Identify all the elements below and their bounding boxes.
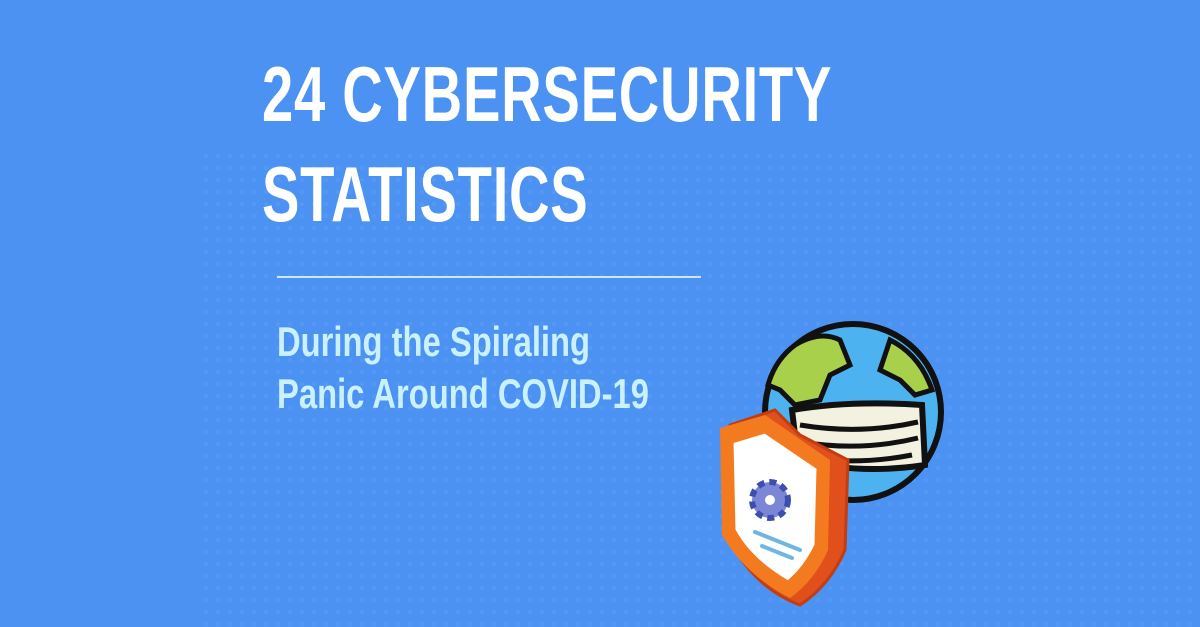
subtitle: During the Spiraling Panic Around COVID-… bbox=[277, 316, 649, 420]
dotted-background-pattern bbox=[200, 150, 1200, 627]
illustration bbox=[720, 321, 944, 607]
page-title: 24 CYBERSECURITY STATISTICS bbox=[262, 44, 832, 244]
subtitle-line-1: During the Spiraling bbox=[277, 318, 591, 365]
title-line-1: 24 CYBERSECURITY bbox=[262, 50, 833, 138]
security-shield-gear-icon bbox=[720, 408, 850, 607]
title-line-2: STATISTICS bbox=[262, 150, 589, 238]
subtitle-line-2: Panic Around COVID-19 bbox=[277, 370, 649, 417]
divider bbox=[277, 276, 701, 278]
